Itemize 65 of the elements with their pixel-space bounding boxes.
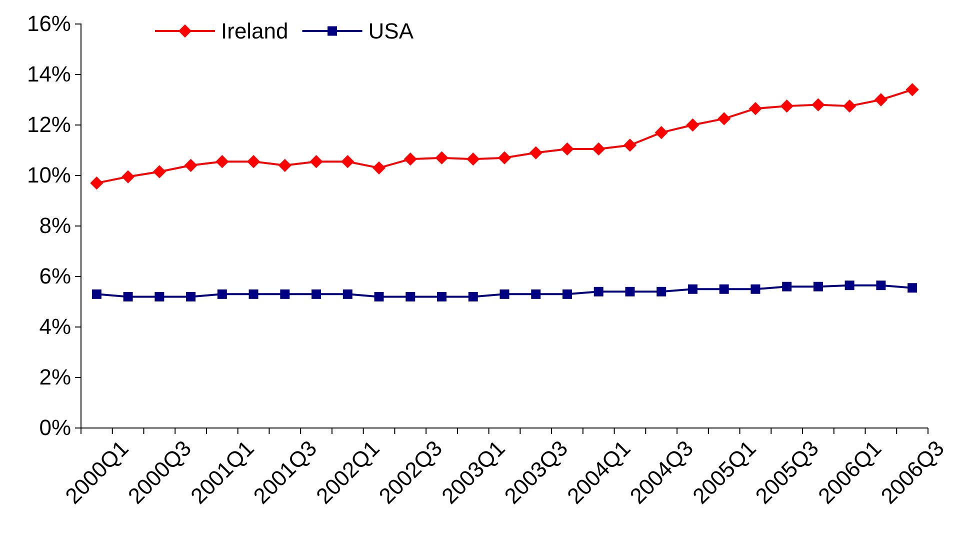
y-tick-label: 0% xyxy=(39,415,71,440)
y-tick-label: 2% xyxy=(39,364,71,390)
y-tick-label: 8% xyxy=(39,213,71,238)
point xyxy=(718,112,731,126)
point xyxy=(500,289,510,299)
y-tick-label: 10% xyxy=(26,162,71,188)
point xyxy=(152,165,166,178)
point xyxy=(435,151,448,164)
point xyxy=(623,138,637,152)
point xyxy=(686,118,700,132)
y-tick-label: 12% xyxy=(26,112,71,138)
point xyxy=(750,284,760,294)
point xyxy=(560,142,574,156)
point xyxy=(437,292,447,302)
point xyxy=(217,289,227,299)
point xyxy=(216,155,229,168)
point xyxy=(688,284,698,294)
point xyxy=(342,289,352,299)
point xyxy=(404,152,417,166)
point xyxy=(592,142,606,156)
point xyxy=(874,93,888,106)
y-tick-label: 4% xyxy=(39,314,71,340)
point xyxy=(406,292,416,302)
point xyxy=(154,292,164,302)
point xyxy=(529,146,542,160)
point xyxy=(246,155,260,168)
point xyxy=(312,289,322,299)
point xyxy=(656,286,666,296)
point xyxy=(466,152,480,166)
point xyxy=(748,102,762,116)
point xyxy=(90,176,104,190)
point xyxy=(719,284,729,294)
point xyxy=(844,280,854,290)
point xyxy=(625,286,635,296)
point xyxy=(780,99,794,113)
point xyxy=(248,289,258,299)
point xyxy=(782,282,792,292)
point xyxy=(876,280,886,290)
y-tick-label: 16% xyxy=(26,11,71,36)
point xyxy=(908,283,918,293)
point xyxy=(341,155,354,168)
point xyxy=(813,282,823,292)
point xyxy=(121,170,135,184)
y-tick-label: 6% xyxy=(39,264,71,289)
point xyxy=(278,158,292,172)
legend-label: Ireland xyxy=(221,18,288,44)
point xyxy=(531,289,541,299)
point xyxy=(654,126,668,140)
y-tick-label: 14% xyxy=(26,62,71,87)
point xyxy=(374,292,384,302)
point xyxy=(186,292,196,302)
point xyxy=(184,158,198,172)
point xyxy=(372,161,386,174)
point xyxy=(812,98,825,112)
point xyxy=(280,289,290,299)
point xyxy=(594,286,604,296)
point xyxy=(906,83,919,96)
point xyxy=(92,289,102,299)
point xyxy=(843,99,856,113)
point xyxy=(498,151,512,164)
legend-label: USA xyxy=(368,18,414,44)
point xyxy=(562,289,572,299)
point xyxy=(468,292,478,302)
point xyxy=(310,155,323,168)
point xyxy=(123,292,133,302)
